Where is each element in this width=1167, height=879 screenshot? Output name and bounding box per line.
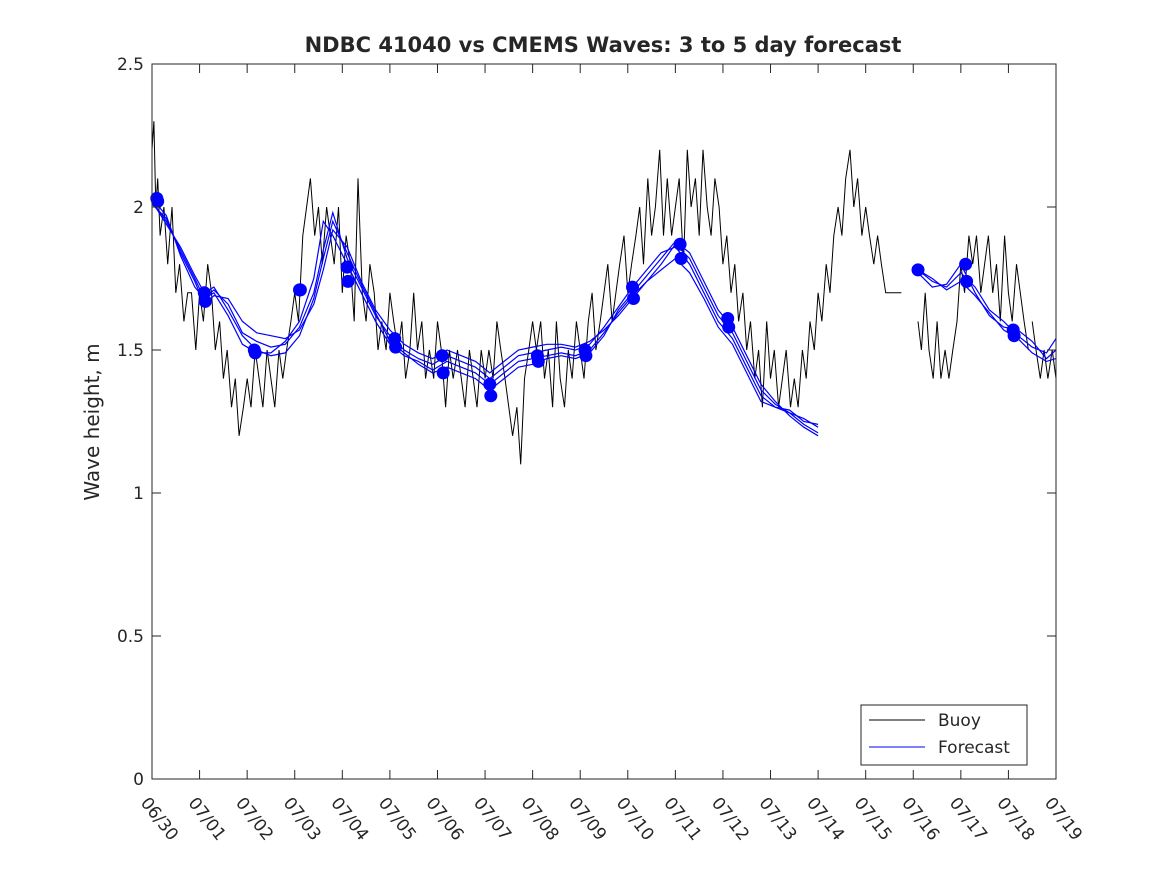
forecast-marker [483, 377, 497, 391]
x-tick-label: 07/12 [707, 794, 753, 845]
forecast-marker [531, 354, 545, 368]
forecast-marker [248, 346, 262, 360]
forecast-marker [436, 366, 450, 380]
forecast-marker [293, 283, 307, 297]
forecast-marker [484, 389, 498, 403]
x-tick-label: 07/05 [374, 794, 420, 845]
x-tick-label: 07/11 [659, 794, 705, 845]
plot-area [150, 121, 1057, 465]
forecast-marker [151, 194, 165, 208]
x-tick-label: 07/04 [326, 794, 372, 845]
x-tick-label: 07/17 [945, 794, 991, 845]
x-tick-label: 07/13 [755, 794, 801, 845]
legend-box [860, 704, 1028, 766]
x-tick-label: 07/18 [992, 794, 1038, 845]
forecast-marker [911, 263, 925, 277]
buoy-series-line-1 [917, 235, 1029, 379]
forecast-marker [340, 260, 354, 274]
legend-label-forecast: Forecast [938, 738, 1010, 758]
forecast-marker [198, 294, 212, 308]
x-tick-label: 07/16 [897, 794, 943, 845]
forecast-marker [389, 340, 403, 354]
forecast-series-line-2 [151, 203, 819, 428]
x-tick-label: 07/09 [564, 794, 610, 845]
y-tick-label: 2 [133, 198, 144, 218]
forecast-marker [435, 349, 449, 363]
y-tick-label: 0.5 [117, 627, 144, 647]
x-tick-label: 07/19 [1040, 794, 1086, 845]
x-tick-label: 07/03 [279, 794, 325, 845]
forecast-marker [1007, 329, 1021, 343]
forecast-marker [626, 280, 639, 294]
x-tick-label: 07/14 [802, 794, 848, 845]
y-tick-label: 2.5 [117, 55, 144, 75]
x-tick-label: 07/08 [517, 794, 563, 845]
y-tick-label: 1 [133, 484, 144, 504]
plot-frame [151, 63, 1057, 780]
x-tick-label: 07/15 [850, 794, 896, 845]
x-tick-label: 07/02 [231, 794, 277, 845]
y-tick-label: 1.5 [117, 341, 144, 361]
x-tick-label: 07/01 [184, 794, 230, 845]
forecast-marker [341, 274, 355, 288]
x-tick-label: 06/30 [136, 794, 182, 845]
x-tick-label: 07/07 [469, 794, 515, 845]
forecast-marker [960, 274, 974, 288]
x-tick-label: 07/10 [612, 794, 658, 845]
x-tick-label: 07/06 [422, 794, 468, 845]
forecast-series-line-5 [917, 263, 1057, 360]
forecast-marker [722, 320, 736, 334]
chart-title: NDBC 41040 vs CMEMS Waves: 3 to 5 day fo… [305, 33, 902, 57]
legend: Buoy Forecast [860, 704, 1028, 766]
forecast-marker [579, 349, 593, 363]
legend-label-buoy: Buoy [938, 711, 981, 731]
forecast-marker [627, 292, 640, 305]
forecast-marker [674, 252, 688, 265]
y-tick-label: 0 [133, 770, 144, 790]
forecast-series-line-1 [151, 198, 819, 425]
forecast-series-line-6 [917, 269, 1057, 363]
y-axis-label: Wave height, m [80, 343, 104, 500]
forecast-marker [673, 237, 687, 251]
buoy-series-line-0 [151, 121, 902, 465]
forecast-marker [959, 257, 973, 271]
